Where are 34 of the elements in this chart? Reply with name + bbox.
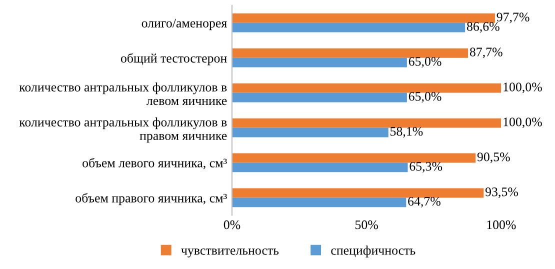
y-tick-label: олиго/аменорея	[142, 18, 227, 30]
data-label: 86,6%	[466, 22, 500, 33]
bar	[232, 153, 476, 163]
data-label: 90,5%	[477, 152, 510, 164]
data-label: 100,0%	[504, 118, 542, 128]
x-tick-label: 100%	[487, 220, 516, 230]
legend-label: специфичность	[331, 246, 416, 258]
y-tick-label: объем правого яичника, см³	[76, 193, 227, 206]
x-tick-label: 50%	[355, 220, 378, 230]
data-label: 97,7%	[496, 12, 530, 24]
bar	[232, 92, 407, 102]
bar	[232, 83, 502, 93]
bar	[232, 162, 408, 172]
bar	[232, 13, 495, 23]
x-tick-label: 0%	[224, 220, 240, 230]
bar	[232, 198, 406, 208]
data-label: 87,7%	[470, 48, 502, 58]
data-label: 58,1%	[390, 127, 423, 138]
data-label: 100,0%	[504, 82, 542, 94]
data-label: 65,3%	[410, 162, 442, 173]
bar	[232, 48, 468, 58]
data-label: 65,0%	[408, 57, 442, 68]
bar	[232, 118, 502, 128]
legend-label: чувствительность	[181, 248, 279, 258]
bar	[232, 58, 407, 68]
y-tick-label: количество антральных фолликулов в правом яичнике	[19, 117, 227, 143]
y-tick-label: общий тестостерон	[120, 53, 227, 66]
y-tick-label: объем левого яичника, см³	[82, 158, 227, 170]
bar	[232, 128, 388, 138]
data-label: 65,0%	[408, 92, 442, 103]
bar	[232, 188, 484, 198]
bar	[232, 22, 466, 32]
data-label: 93,5%	[485, 188, 518, 198]
data-label: 64,7%	[408, 196, 440, 208]
